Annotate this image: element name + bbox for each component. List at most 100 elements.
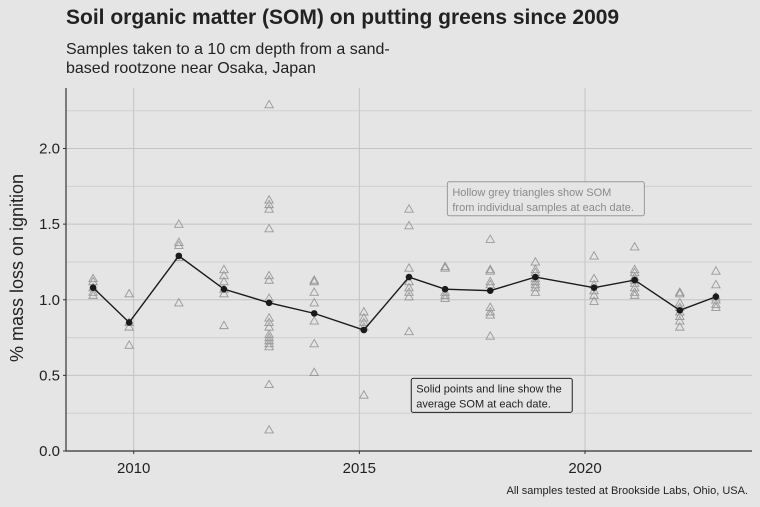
sample-point xyxy=(173,297,184,307)
sample-point xyxy=(88,290,99,299)
sample-point xyxy=(124,321,135,331)
sample-point xyxy=(218,320,229,330)
average-point xyxy=(486,287,494,294)
average-point xyxy=(405,273,413,281)
sample-point xyxy=(485,309,496,319)
sample-point xyxy=(88,287,99,296)
annotation-text: from individual samples at each date. xyxy=(452,202,634,214)
sample-point xyxy=(530,264,541,274)
average-point xyxy=(125,319,133,326)
sample-point xyxy=(309,338,320,348)
sample-point xyxy=(264,270,275,280)
annotation-text: average SOM at each date. xyxy=(416,398,551,410)
annotation-box xyxy=(410,377,573,413)
sample-point xyxy=(358,389,369,399)
y-tick-label: 0.5 xyxy=(39,367,60,384)
sample-point xyxy=(173,240,184,249)
sample-point xyxy=(404,276,414,286)
sample-point xyxy=(485,279,496,289)
sample-point xyxy=(309,287,320,296)
average-point xyxy=(360,326,368,334)
sample-point xyxy=(530,287,541,296)
sample-point xyxy=(674,287,685,296)
sample-point xyxy=(485,306,496,316)
sample-point xyxy=(264,317,275,327)
sample-point xyxy=(629,290,640,299)
sample-point xyxy=(589,290,600,299)
average-point xyxy=(310,310,318,317)
sample-point xyxy=(404,282,414,292)
x-tick-label: 2020 xyxy=(568,460,601,477)
average-point xyxy=(676,307,684,314)
average-line xyxy=(92,254,717,331)
sample-point xyxy=(264,203,275,213)
sample-point xyxy=(124,288,135,298)
sample-point xyxy=(309,315,320,325)
y-tick-label: 0.0 xyxy=(39,443,60,460)
chart-subtitle: Samples taken to a 10 cm depth from a sa… xyxy=(66,41,390,77)
sample-point xyxy=(309,276,320,286)
sample-point xyxy=(309,367,320,376)
sample-point xyxy=(530,256,541,266)
sample-point xyxy=(485,330,496,340)
average-point xyxy=(441,285,449,293)
x-tick-label: 2010 xyxy=(117,460,150,477)
sample-point xyxy=(674,297,685,307)
sample-point xyxy=(485,264,496,274)
sample-point xyxy=(404,287,414,296)
average-point xyxy=(532,273,539,281)
sample-point xyxy=(358,312,369,322)
sample-point xyxy=(440,262,451,272)
sample-point xyxy=(264,338,275,348)
average-point xyxy=(631,276,638,284)
sample-point xyxy=(674,311,685,320)
sample-point xyxy=(629,241,640,251)
sample-point xyxy=(264,199,275,209)
sample-point xyxy=(710,279,721,289)
sample-point xyxy=(629,287,640,296)
sample-point xyxy=(589,296,600,305)
chart-title: Soil organic matter (SOM) on putting gre… xyxy=(66,6,620,29)
average-point xyxy=(175,252,183,260)
annotation-box xyxy=(446,181,645,217)
sample-point xyxy=(264,99,275,109)
sample-triangles xyxy=(88,99,721,434)
y-axis-label: % mass loss on ignition xyxy=(7,174,27,362)
sample-point xyxy=(264,329,275,339)
average-series xyxy=(89,252,720,334)
average-point xyxy=(590,284,598,291)
sample-point xyxy=(589,273,600,283)
sample-point xyxy=(485,276,496,286)
sample-point xyxy=(88,273,99,283)
chart-caption: All samples tested at Brookside Labs, Oh… xyxy=(506,485,748,497)
sample-point xyxy=(124,340,135,349)
sample-point xyxy=(264,274,275,284)
annotation-text: Hollow grey triangles show SOM xyxy=(452,187,611,199)
sample-point xyxy=(530,282,541,292)
sample-point xyxy=(485,234,496,243)
sample-point xyxy=(674,321,685,331)
average-point xyxy=(712,293,720,301)
sample-point xyxy=(218,264,229,274)
sample-point xyxy=(404,262,414,272)
sample-point xyxy=(264,341,275,351)
sample-point xyxy=(440,293,451,302)
average-point xyxy=(265,299,273,307)
average-point xyxy=(89,284,97,291)
axes: 0.0 0.5 1.0 1.5 2.0 2010 2015 2020 xyxy=(39,88,752,477)
sample-point xyxy=(404,291,414,301)
annotation-text: Solid points and line show the xyxy=(416,383,562,395)
sample-point xyxy=(674,288,685,298)
sample-point xyxy=(264,379,275,389)
sample-point xyxy=(674,315,685,325)
y-tick-label: 2.0 xyxy=(39,141,60,158)
sample-point xyxy=(358,317,369,327)
sample-point xyxy=(404,203,414,213)
sample-point xyxy=(264,312,275,322)
sample-point xyxy=(173,237,184,246)
sample-point xyxy=(309,297,320,307)
annotations: Hollow grey triangles show SOM from indiv… xyxy=(410,181,645,413)
sample-point xyxy=(710,265,721,275)
sample-point xyxy=(358,306,369,316)
